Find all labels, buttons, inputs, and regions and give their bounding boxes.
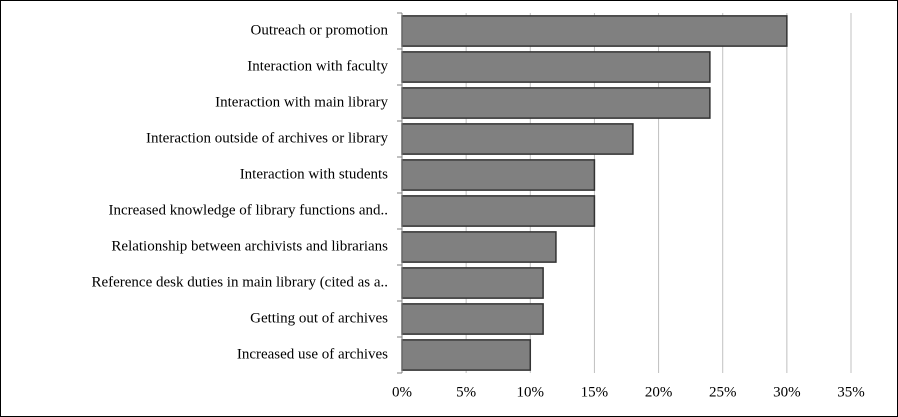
y-tick-label: Outreach or promotion [251, 22, 389, 38]
x-tick-label: 0% [392, 384, 412, 400]
x-tick-label: 15% [581, 384, 609, 400]
bar [401, 51, 711, 83]
x-tick-label: 35% [837, 384, 865, 400]
bar [401, 303, 544, 335]
y-tick-label: Reference desk duties in main library (c… [91, 274, 388, 290]
x-tick-label: 20% [645, 384, 673, 400]
y-tick-label: Interaction with main library [215, 94, 388, 110]
y-tick-label: Interaction with faculty [247, 58, 388, 74]
y-tick-label: Increased knowledge of library functions… [109, 202, 389, 218]
x-tick-label: 5% [456, 384, 476, 400]
x-tick-label: 25% [709, 384, 737, 400]
y-tick-label: Relationship between archivists and libr… [111, 238, 388, 254]
y-tick-label: Getting out of archives [250, 310, 388, 326]
x-tick-label: 10% [517, 384, 545, 400]
bar [401, 267, 544, 299]
bar [401, 195, 596, 227]
bar [401, 339, 532, 371]
bar [401, 231, 557, 263]
bar [401, 159, 596, 191]
y-tick-label: Interaction with students [240, 166, 388, 182]
y-tick-label: Interaction outside of archives or libra… [146, 130, 388, 146]
x-tick-label: 30% [773, 384, 801, 400]
bar [401, 15, 788, 47]
bar [401, 87, 711, 119]
y-tick-label: Increased use of archives [237, 346, 388, 362]
bar [401, 123, 634, 155]
